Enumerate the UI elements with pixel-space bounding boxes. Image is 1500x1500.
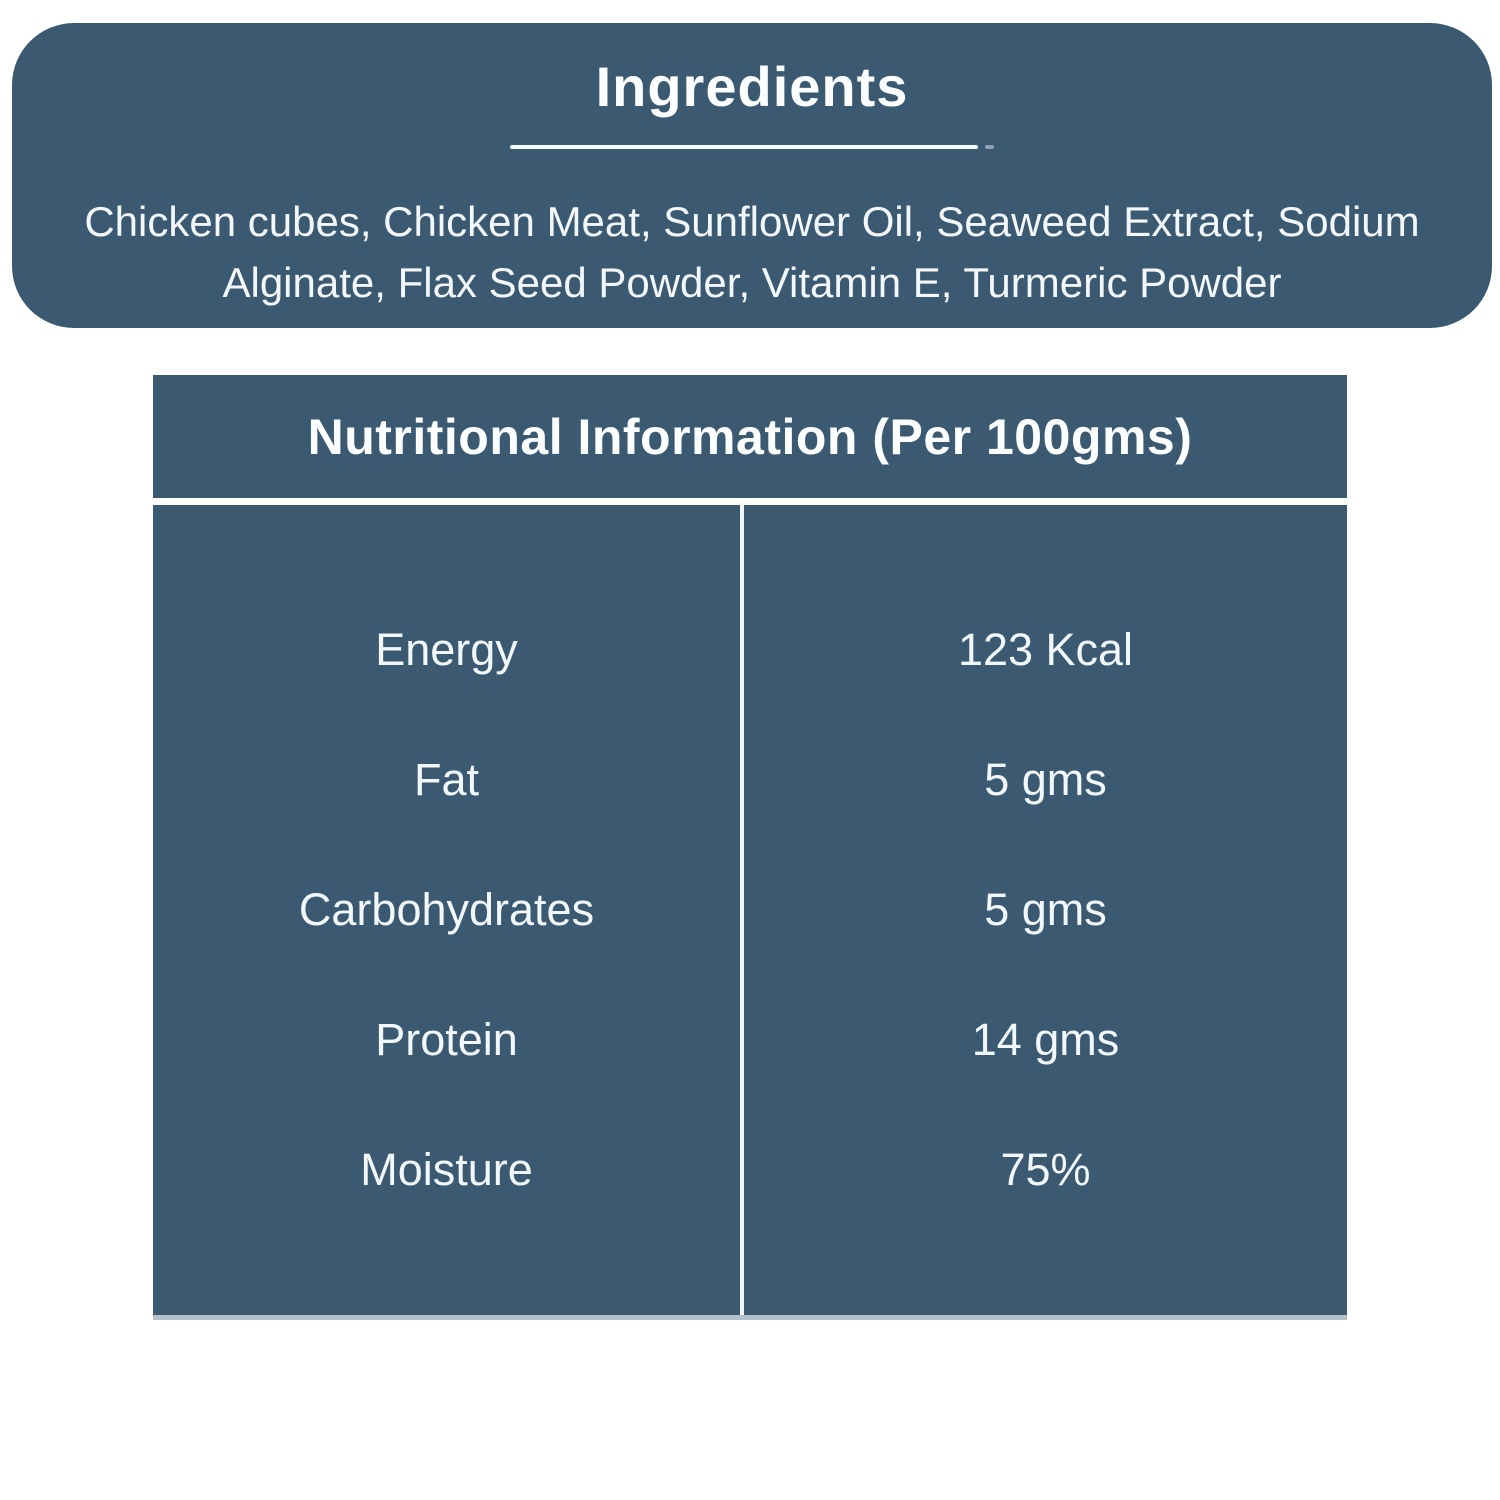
nutrient-label: Moisture [360,1144,533,1195]
nutrient-value: 5 gms [984,754,1107,805]
table-row: Moisture 75% [153,1105,1347,1235]
nutrient-value: 14 gms [971,1014,1120,1065]
nutrient-label: Carbohydrates [298,884,595,935]
ingredients-line-2: Alginate, Flax Seed Powder, Vitamin E, T… [222,259,1282,306]
title-underline [510,145,978,149]
table-row: Protein 14 gms [153,975,1347,1105]
table-row: Fat 5 gms [153,715,1347,845]
nutrient-label: Energy [375,624,518,675]
nutrition-table: Nutritional Information (Per 100gms) Ene… [153,375,1347,1320]
title-divider [12,145,1492,149]
table-row: Carbohydrates 5 gms [153,845,1347,975]
ingredients-title: Ingredients [595,55,909,118]
table-row: Energy 123 Kcal [153,585,1347,715]
title-underline-tick [985,145,994,149]
column-divider [740,505,744,1315]
nutrient-value: 123 Kcal [957,624,1134,675]
ingredients-line-1: Chicken cubes, Chicken Meat, Sunflower O… [84,198,1420,245]
nutrition-table-title: Nutritional Information (Per 100gms) [307,408,1193,465]
nutrient-value: 5 gms [984,884,1107,935]
header-body-gap [153,498,1347,505]
nutrition-table-body: Energy 123 Kcal Fat 5 gms Carbohydrates … [153,505,1347,1320]
ingredients-card: Ingredients Chicken cubes, Chicken Meat,… [12,23,1492,328]
nutrient-value: 75% [1000,1144,1091,1195]
ingredients-text: Chicken cubes, Chicken Meat, Sunflower O… [12,191,1492,313]
nutrition-table-header: Nutritional Information (Per 100gms) [153,375,1347,498]
nutrient-label: Protein [375,1014,518,1065]
nutrient-label: Fat [413,754,480,805]
